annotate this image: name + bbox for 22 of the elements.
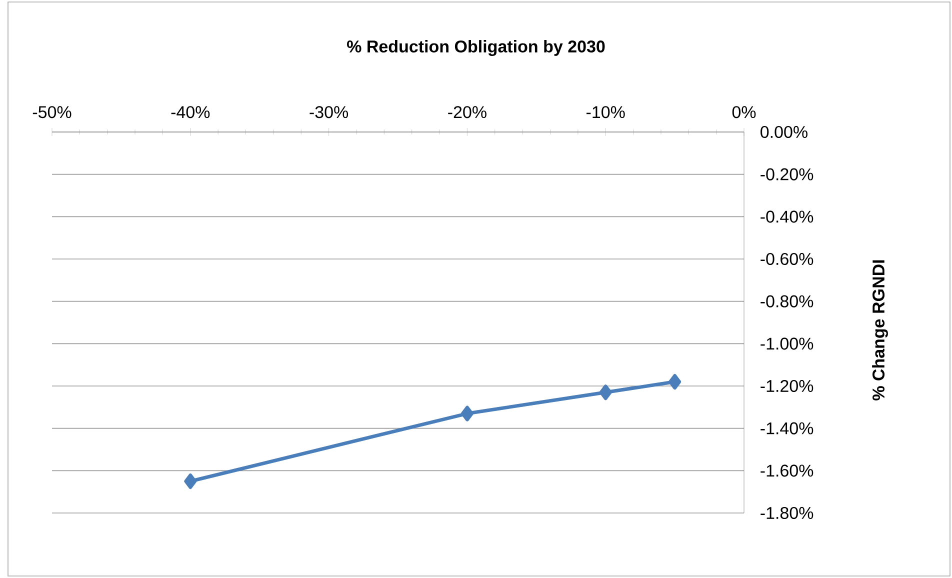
x-tick-label: -50% bbox=[32, 106, 72, 118]
x-tick-label: -20% bbox=[448, 106, 486, 118]
chart-title: % Reduction Obligation by 2030 bbox=[347, 40, 605, 56]
point bbox=[599, 384, 612, 400]
x-tick-label: -10% bbox=[586, 106, 625, 118]
y-tick-label: -0.80% bbox=[760, 295, 814, 308]
y-tick-label: -0.20% bbox=[760, 168, 814, 180]
y-tick-label: -1.40% bbox=[760, 422, 814, 434]
point bbox=[184, 474, 197, 489]
y-tick-label: -1.00% bbox=[760, 338, 814, 350]
x-tick-label: -30% bbox=[310, 106, 348, 118]
x-tick-label: 0% bbox=[732, 106, 756, 118]
point bbox=[668, 374, 682, 390]
y-axis-title: % Change RGNDI bbox=[872, 260, 888, 400]
y-tick-label: -1.80% bbox=[760, 506, 814, 520]
x-tick-label: -40% bbox=[171, 106, 210, 118]
y-tick-label: -0.60% bbox=[760, 252, 814, 266]
y-tick-label: -0.40% bbox=[760, 210, 814, 223]
y-tick-label: -1.20% bbox=[760, 380, 814, 392]
y-tick-label: -1.60% bbox=[760, 464, 814, 477]
y-tick-label: 0.00% bbox=[760, 126, 808, 138]
point bbox=[460, 406, 474, 422]
